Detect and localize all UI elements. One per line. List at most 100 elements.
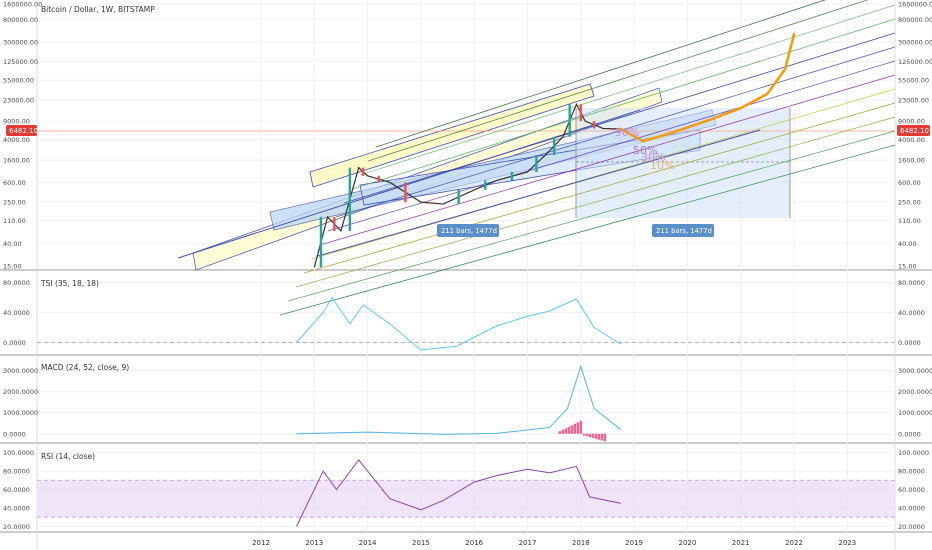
sub-y-tick-left: 2000.0000 [3,388,38,396]
y-tick-right: 300000.00 [898,38,932,46]
price-candle [568,104,571,137]
rsi-plot [37,459,895,527]
x-tick-label: 2012 [252,539,270,547]
sub-y-tick-right: 0.0000 [898,430,921,438]
x-tick-label: 2022 [785,539,803,547]
y-tick-right: 23000.00 [898,96,929,104]
fan-line [279,144,896,316]
x-tick-label: 2015 [412,539,430,547]
sub-y-tick-right: 0.0000 [898,339,921,347]
fan-line [367,0,869,162]
y-tick-left: 9000.00 [3,118,30,126]
y-tick-left: 40.00 [3,240,22,248]
price-candle [377,175,380,183]
y-tick-right: 125000.00 [898,58,932,66]
macd-histogram-bar [582,433,585,436]
sub-y-tick-right: 80.0000 [898,279,925,287]
macd-histogram-bar [600,433,603,441]
x-tick-label: 2017 [519,539,537,547]
macd-histogram-bar [597,433,600,440]
price-candle [361,167,365,176]
sub-y-tick-left: 80.0000 [3,279,30,287]
y-tick-left: 110.00 [3,217,26,225]
sub-y-tick-left: 40.0000 [3,309,30,317]
x-tick-label: 2018 [572,539,590,547]
y-tick-right: 4000.00 [898,136,925,144]
y-tick-left: 250.00 [3,199,26,207]
sub-y-tick-right: 80.0000 [898,468,925,476]
price-line [313,102,621,268]
bars-annotation-left: 211 bars, 1477d [437,224,499,237]
fan-line [303,102,896,274]
y-tick-left: 800000.00 [3,16,38,24]
x-tick-label: 2014 [359,539,377,547]
sub-y-tick-right: 3000.0000 [898,367,932,375]
fan-line [351,18,896,190]
price-candle [610,128,614,130]
y-tick-right: 600.00 [898,179,921,187]
price-candle [457,189,460,205]
pct-label-10: 10% [650,159,674,172]
price-candle [484,180,487,190]
projection-curve [619,32,796,143]
price-candle [579,104,582,122]
price-candle [319,216,323,268]
y-tick-left: 125000.00 [3,58,38,66]
price-candle [510,171,514,181]
fan-line [335,46,896,218]
macd-histogram-bar [585,433,588,437]
macd-plot [296,364,622,442]
sub-y-tick-left: 0.0000 [3,430,26,438]
sub-y-tick-left: 1000.0000 [3,409,38,417]
y-tick-left: 4000.00 [3,136,30,144]
tsi-plot [37,296,895,351]
fan-line [295,116,896,288]
pct-label-50: 50% [633,144,657,157]
channel-lower [317,129,761,257]
fan-line [359,4,896,176]
price-plot [313,32,796,268]
y-tick-right: 250.00 [898,199,921,207]
macd-histogram-bar [579,420,582,434]
price-tag-right: 6482.10 [897,125,930,136]
macd-histogram-bar [573,423,576,434]
sub-y-tick-left: 20.0000 [3,523,30,531]
rsi-band [37,480,895,518]
bars-annotation-left-text: 211 bars, 1477d [441,227,497,235]
macd-histogram-bar [603,433,606,442]
sub-y-tick-right: 60.0000 [898,486,925,494]
y-tick-right: 110.00 [898,217,921,225]
series-line [296,459,621,527]
sub-y-tick-right: 100.0000 [898,449,929,457]
yellow-channel-box-2 [309,83,595,188]
macd-title: MACD (24, 52, close, 9) [41,363,129,372]
fan-line [375,0,827,148]
macd-histogram-bar [558,431,561,434]
price-candle [552,136,556,156]
pct-label-30: 30% [641,151,665,164]
sub-y-tick-left: 40.0000 [3,504,30,512]
series-line [296,296,622,351]
price-tag-left-text: 6482.10 [9,127,38,135]
y-tick-left: 1600.00 [3,157,30,165]
y-tick-left: 300000.00 [3,38,38,46]
x-tick-label: 2016 [465,539,483,547]
x-tick-label: 2023 [838,539,856,547]
y-tick-right: 55000.00 [898,77,929,85]
bars-annotation-right-text: 211 bars, 1477d [656,227,712,235]
main-title: Bitcoin / Dollar, 1W, BITSTAMP [41,5,155,14]
price-tag-right-text: 6482.10 [900,127,929,135]
y-tick-right: 1600.00 [898,157,925,165]
x-tick-label: 2013 [305,539,323,547]
sub-y-tick-left: 3000.0000 [3,367,38,375]
series-line [296,364,622,435]
y-tick-right: 1600000.00 [898,1,932,9]
pct-label-90: 90% [615,126,639,139]
y-tick-left: 23000.00 [3,96,34,104]
sub-y-tick-right: 1000.0000 [898,409,932,417]
bars-annotation-right: 211 bars, 1477d [652,224,714,237]
fan-line [343,32,896,204]
fan-line [287,130,896,302]
price-candle [430,202,434,205]
